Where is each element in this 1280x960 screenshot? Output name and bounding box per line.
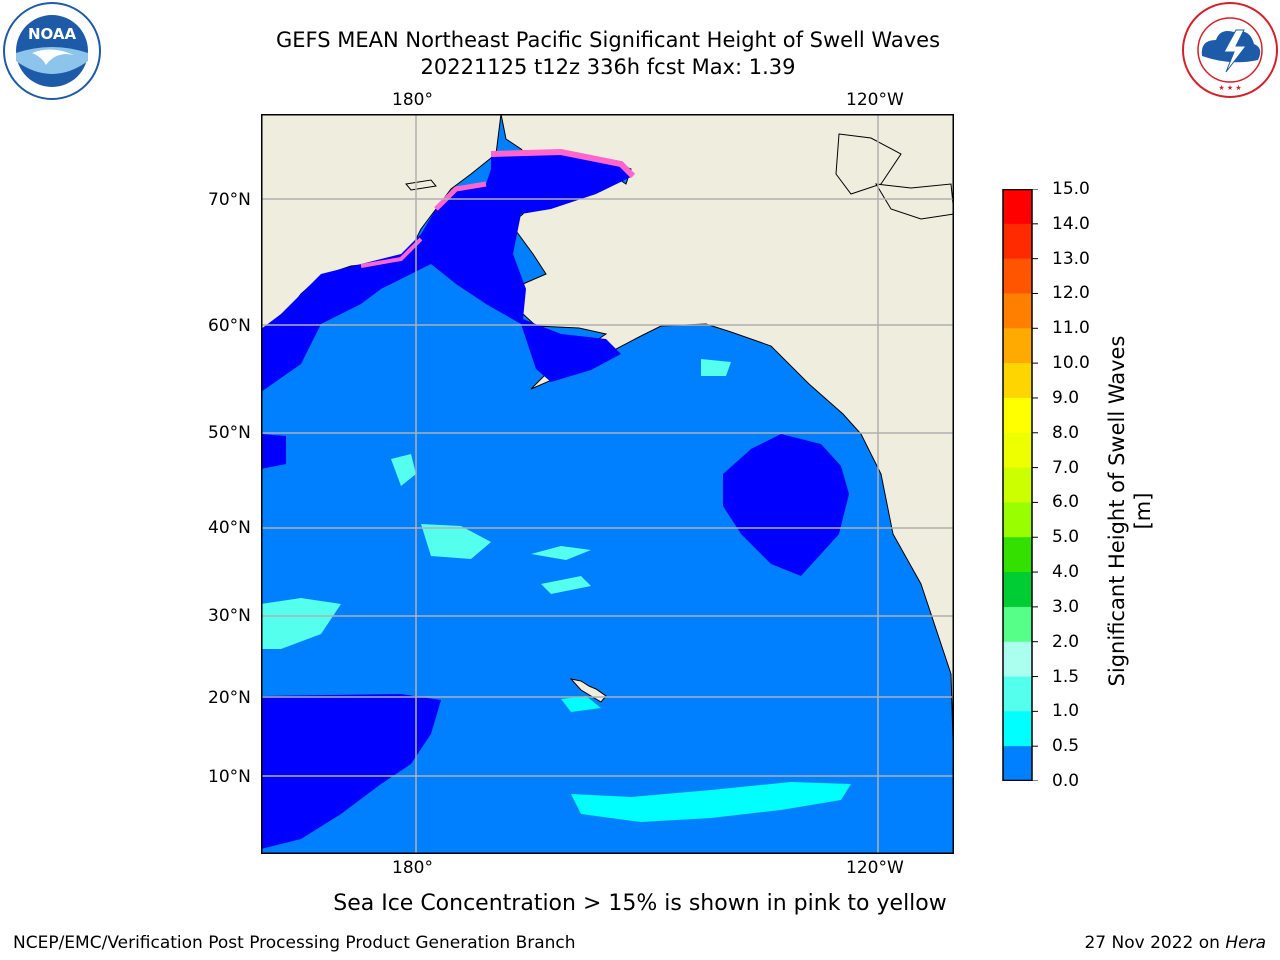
footer-source: NCEP/EMC/Verification Post Processing Pr… <box>13 933 576 953</box>
colorbar-swatch <box>1003 363 1032 399</box>
colorbar-tick-label: 11.0 <box>1052 318 1090 339</box>
lat-label-20n: 20°N <box>208 688 251 708</box>
colorbar-swatch <box>1003 746 1032 781</box>
bering-sea-low-swell <box>261 152 633 392</box>
colorbar-swatch <box>1003 293 1032 329</box>
top-lon-label-120w: 120°W <box>846 90 904 110</box>
colorbar-tick-label: 0.0 <box>1052 771 1080 791</box>
colorbar <box>1002 189 1062 781</box>
footer-date-text: 27 Nov 2022 on <box>1084 933 1226 953</box>
colorbar-tick-label: 6.0 <box>1052 492 1080 513</box>
colorbar-tick-label: 1.5 <box>1052 666 1080 687</box>
colorbar-tick-label: 3.0 <box>1052 596 1080 617</box>
land-arctic-island <box>875 183 954 220</box>
low-swell-region-california <box>723 434 849 576</box>
land-wrangel-island <box>405 179 437 191</box>
swell-patch-6 <box>541 576 591 594</box>
low-swell-region-west <box>261 434 286 469</box>
swell-patch-3 <box>421 524 491 559</box>
swell-patch-1 <box>571 782 851 822</box>
noaa-logo-text: NOAA <box>28 25 77 43</box>
noaa-logo-icon: NOAA <box>2 1 102 101</box>
sea-ice-edge <box>360 237 423 268</box>
swell-patch-4 <box>561 696 601 712</box>
colorbar-tick-label: 4.0 <box>1052 562 1080 583</box>
colorbar-swatch <box>1003 502 1032 538</box>
lat-label-60n: 60°N <box>208 316 251 336</box>
map-subtitle: 20221125 t12z 336h fcst Max: 1.39 <box>420 55 796 79</box>
colorbar-tick-label: 7.0 <box>1052 457 1080 478</box>
colorbar-swatch <box>1003 641 1032 678</box>
colorbar-tick-label: 15.0 <box>1052 179 1090 199</box>
top-lon-label-180: 180° <box>392 90 433 110</box>
colorbar-swatch <box>1003 676 1032 712</box>
colorbar-swatch <box>1003 432 1032 469</box>
swell-patch-2 <box>261 598 341 649</box>
bottom-lon-label-120w: 120°W <box>846 858 904 878</box>
colorbar-tick-label: 12.0 <box>1052 283 1090 304</box>
colorbar-tick-label: 10.0 <box>1052 353 1090 374</box>
colorbar-swatch <box>1003 572 1032 608</box>
sea-ice-edge <box>434 181 487 211</box>
colorbar-tick-label: 8.0 <box>1052 422 1080 443</box>
colorbar-tick-label: 5.0 <box>1052 527 1080 548</box>
low-swell-region-southwest <box>261 694 441 849</box>
swell-patch-8 <box>701 359 731 376</box>
colorbar-tick-label: 9.0 <box>1052 387 1080 408</box>
colorbar-tick-label: 2.0 <box>1052 631 1080 652</box>
colorbar-tick-label: 1.0 <box>1052 701 1080 722</box>
swell-patch-5 <box>531 546 591 560</box>
colorbar-tick-label: 13.0 <box>1052 248 1090 269</box>
colorbar-swatch <box>1003 537 1032 573</box>
colorbar-label: Significant Height of Swell Waves [m] <box>1105 335 1155 687</box>
map-title: GEFS MEAN Northeast Pacific Significant … <box>275 28 941 52</box>
colorbar-swatch <box>1003 711 1032 747</box>
lat-label-40n: 40°N <box>208 518 251 538</box>
lat-label-30n: 30°N <box>208 606 251 626</box>
swell-patch-7 <box>391 454 416 486</box>
lat-label-10n: 10°N <box>208 767 251 787</box>
footer-machine: Hera <box>1225 933 1266 953</box>
colorbar-swatch <box>1003 328 1032 364</box>
footer-date: 27 Nov 2022 on Hera <box>1084 932 1266 954</box>
sea-ice-edge <box>490 148 636 179</box>
colorbar-swatch <box>1003 397 1032 434</box>
colorbar-tick-label: 0.5 <box>1052 736 1080 757</box>
sea-ice-caption: Sea Ice Concentration > 15% is shown in … <box>333 891 947 916</box>
colorbar-swatch <box>1003 258 1032 294</box>
graticule <box>261 114 954 854</box>
bottom-lon-label-180: 180° <box>392 858 433 878</box>
nws-logo-icon: ★ ★ ★ <box>1180 0 1280 100</box>
land-arctic-island <box>835 133 902 195</box>
svg-text:★ ★ ★: ★ ★ ★ <box>1218 84 1241 92</box>
colorbar-swatch <box>1003 467 1032 503</box>
lat-label-70n: 70°N <box>208 190 251 210</box>
colorbar-swatch <box>1003 223 1032 260</box>
colorbar-swatch <box>1003 189 1032 225</box>
colorbar-tick-label: 14.0 <box>1052 213 1090 234</box>
lat-label-50n: 50°N <box>208 423 251 443</box>
colorbar-swatch <box>1003 606 1032 643</box>
swell-height-map <box>261 114 954 854</box>
